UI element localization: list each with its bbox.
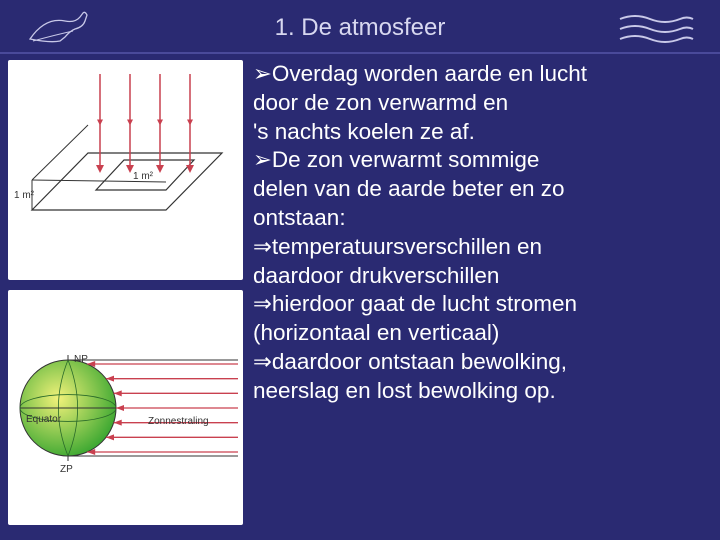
svg-text:Equator: Equator — [26, 414, 62, 425]
horse-logo-icon — [20, 8, 110, 48]
bullet-text: ontstaan: — [253, 205, 346, 230]
bullet-line: door de zon verwarmd en — [253, 89, 710, 118]
waves-logo-icon — [610, 8, 700, 48]
bullet-line: 's nachts koelen ze af. — [253, 118, 710, 147]
bullet-line: ⇒ temperatuursverschillen en — [253, 233, 710, 262]
svg-text:ZP: ZP — [60, 464, 73, 475]
bullet-line: (horizontaal en verticaal) — [253, 319, 710, 348]
double-arrow-bullet-icon: ⇒ — [253, 348, 272, 377]
bullet-line: ontstaan: — [253, 204, 710, 233]
diagram-column: 1 m² 1 m² — [8, 60, 243, 525]
slide-content: 1 m² 1 m² — [0, 54, 720, 535]
bullet-text: daardoor ontstaan bewolking, — [272, 349, 567, 374]
bullet-text: delen van de aarde beter en zo — [253, 176, 564, 201]
diagram-solar-plate: 1 m² 1 m² — [8, 60, 243, 280]
svg-text:NP: NP — [74, 354, 88, 365]
bullet-text: De zon verwarmt sommige — [272, 147, 540, 172]
double-arrow-bullet-icon: ⇒ — [253, 290, 272, 319]
bullet-line: daardoor drukverschillen — [253, 262, 710, 291]
diagram-globe-rays: NP Equator ZP Zonnestraling — [8, 290, 243, 525]
bullet-line: neerslag en lost bewolking op. — [253, 377, 710, 406]
slide-title: 1. De atmosfeer — [110, 14, 610, 42]
bullet-text-block: ➢ Overdag worden aarde en luchtdoor de z… — [253, 60, 710, 525]
bullet-text: Overdag worden aarde en lucht — [272, 61, 587, 86]
bullet-text: hierdoor gaat de lucht stromen — [272, 291, 577, 316]
bullet-line: ➢ Overdag worden aarde en lucht — [253, 60, 710, 89]
slide-header: 1. De atmosfeer — [0, 0, 720, 54]
svg-text:Zonnestraling: Zonnestraling — [148, 416, 209, 427]
double-arrow-bullet-icon: ⇒ — [253, 233, 272, 262]
triangle-bullet-icon: ➢ — [253, 60, 272, 89]
bullet-text: (horizontaal en verticaal) — [253, 320, 499, 345]
bullet-text: daardoor drukverschillen — [253, 263, 499, 288]
svg-text:1 m²: 1 m² — [14, 190, 35, 201]
bullet-text: neerslag en lost bewolking op. — [253, 378, 556, 403]
bullet-line: delen van de aarde beter en zo — [253, 175, 710, 204]
bullet-text: door de zon verwarmd en — [253, 90, 508, 115]
bullet-text: 's nachts koelen ze af. — [253, 119, 475, 144]
bullet-text: temperatuursverschillen en — [272, 234, 542, 259]
svg-text:1 m²: 1 m² — [133, 171, 154, 182]
bullet-line: ➢ De zon verwarmt sommige — [253, 146, 710, 175]
bullet-line: ⇒ daardoor ontstaan bewolking, — [253, 348, 710, 377]
bullet-line: ⇒ hierdoor gaat de lucht stromen — [253, 290, 710, 319]
triangle-bullet-icon: ➢ — [253, 146, 272, 175]
